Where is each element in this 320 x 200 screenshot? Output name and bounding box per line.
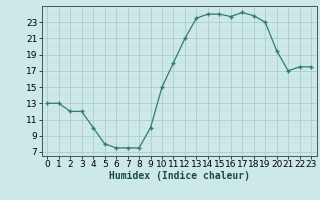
X-axis label: Humidex (Indice chaleur): Humidex (Indice chaleur) [109, 171, 250, 181]
